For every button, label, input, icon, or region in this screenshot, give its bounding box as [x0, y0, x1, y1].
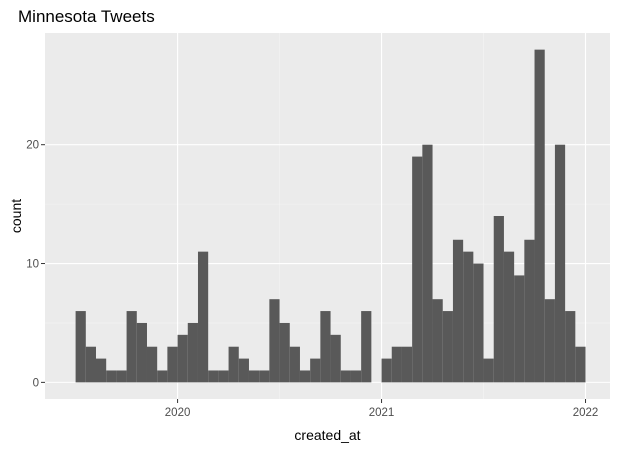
histogram-bar: [310, 358, 321, 383]
histogram-bar: [208, 370, 219, 383]
histogram-bar: [452, 239, 464, 383]
y-tick-label: 10: [26, 259, 39, 271]
histogram-bar: [483, 358, 494, 383]
y-axis-title: count: [8, 199, 24, 233]
histogram-bar: [432, 299, 443, 383]
histogram-bar: [106, 370, 117, 383]
histogram-bar: [259, 370, 270, 383]
histogram-bar: [381, 358, 392, 383]
histogram-bar: [289, 346, 300, 383]
histogram-bar: [412, 156, 423, 383]
histogram-bar: [401, 346, 413, 383]
histogram-bar: [320, 311, 331, 383]
chart-title: Minnesota Tweets: [18, 7, 155, 26]
histogram-bar: [503, 251, 515, 383]
histogram-bar: [340, 370, 351, 383]
histogram-bar: [565, 311, 576, 383]
histogram-bar: [463, 251, 474, 383]
histogram-bar: [544, 299, 555, 383]
grid-lines: [45, 33, 610, 399]
histogram-bar: [197, 251, 209, 383]
histogram-bar: [391, 346, 402, 383]
histogram-bar: [116, 370, 127, 383]
histogram-bar: [554, 144, 566, 383]
y-tick-label: 20: [26, 140, 39, 152]
histogram-bar: [177, 334, 188, 383]
histogram-bar: [146, 346, 158, 383]
x-axis: 2020 2021 2022: [165, 399, 599, 419]
histogram-bar: [228, 346, 239, 383]
histogram-bar: [167, 346, 178, 383]
histogram-bar: [85, 346, 96, 383]
histogram-bar: [442, 311, 453, 383]
histogram-bar: [187, 322, 198, 383]
histogram-bar: [330, 334, 341, 383]
histogram-bar: [136, 322, 147, 383]
histogram-bar: [126, 311, 137, 383]
histogram-bar: [218, 370, 229, 383]
histogram-bar: [361, 311, 372, 383]
x-axis-title: created_at: [294, 427, 360, 443]
x-tick-label: 2022: [573, 407, 599, 419]
histogram-bar: [514, 275, 525, 383]
x-tick-label: 2021: [369, 407, 395, 419]
histogram-bar: [299, 370, 311, 383]
histogram-bar: [350, 370, 362, 383]
y-tick-label: 0: [33, 377, 39, 389]
histogram-bar: [575, 346, 586, 383]
histogram-bar: [95, 358, 107, 383]
histogram-bar: [238, 358, 249, 383]
histogram-bar: [493, 216, 504, 383]
histogram-bar: [157, 370, 168, 383]
histogram-bar: [473, 263, 484, 383]
histogram-bar: [75, 311, 86, 383]
histogram-bar: [269, 299, 280, 383]
histogram-bar: [279, 322, 290, 383]
bars-group: [75, 49, 586, 383]
x-tick-label: 2020: [165, 407, 191, 419]
histogram-bar: [534, 49, 545, 383]
histogram-bar: [422, 144, 433, 383]
histogram-bar: [248, 370, 260, 383]
histogram-bar: [524, 239, 535, 383]
y-axis: 0 10 20: [26, 140, 45, 389]
